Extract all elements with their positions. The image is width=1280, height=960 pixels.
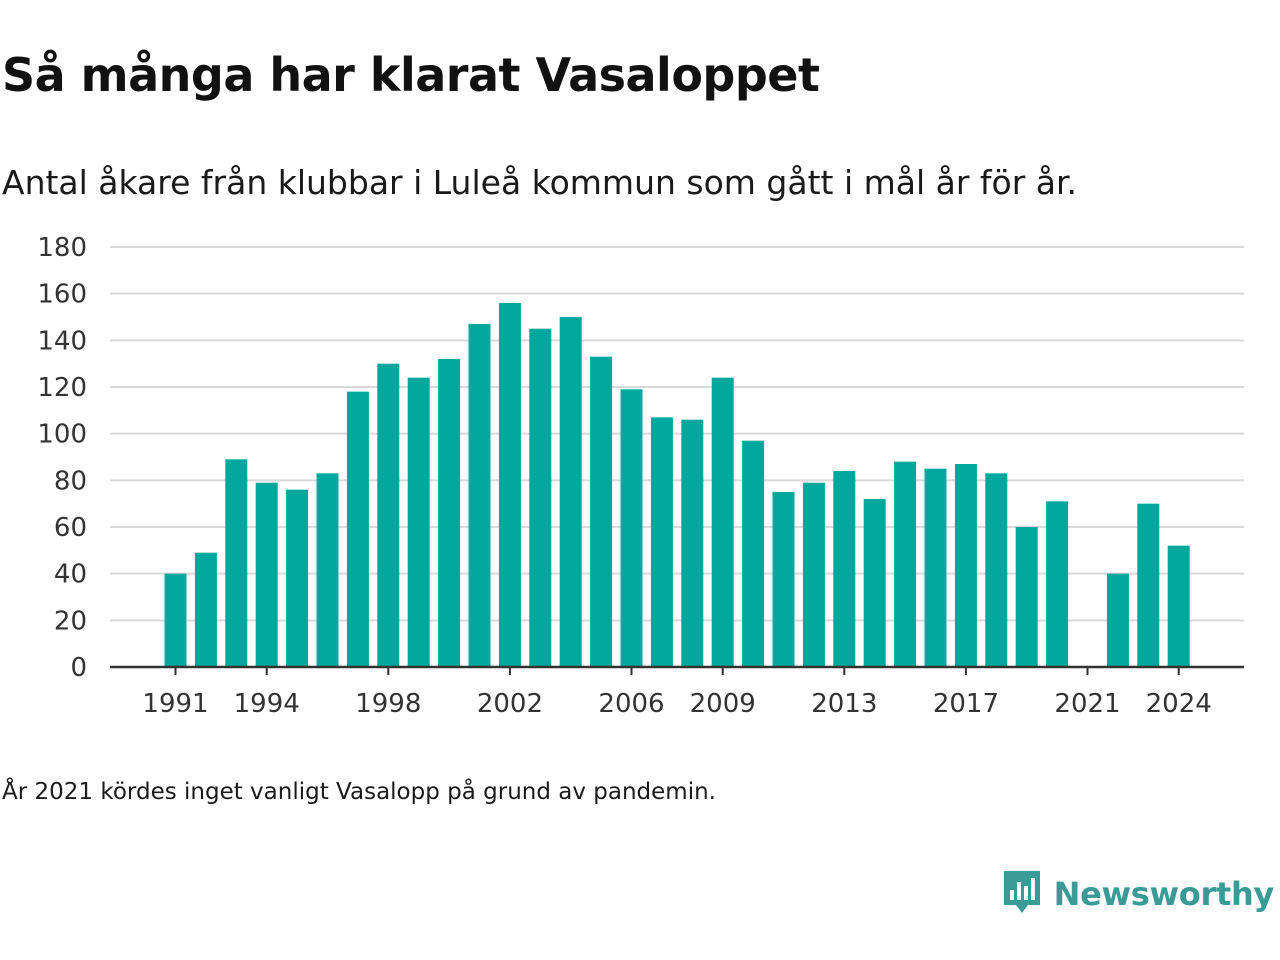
x-tick-label: 1991 [142, 689, 208, 719]
chart-subtitle: Antal åkare från klubbar i Luleå kommun … [2, 163, 1078, 202]
bar [650, 417, 673, 667]
bar [1106, 573, 1129, 667]
bar [1015, 527, 1038, 667]
bar [164, 573, 187, 667]
bar [1167, 545, 1190, 667]
bar [954, 464, 977, 667]
bar [316, 473, 339, 667]
x-tick-label: 2013 [811, 689, 877, 719]
bar [894, 461, 917, 667]
x-tick-label: 2002 [477, 689, 543, 719]
bar [924, 468, 947, 667]
footnote: År 2021 kördes inget vanligt Vasalopp på… [2, 779, 716, 805]
bar [225, 459, 248, 667]
y-tick-label: 80 [54, 466, 87, 496]
bar [407, 377, 430, 667]
newsworthy-logo-icon [1002, 868, 1042, 920]
bar [1046, 501, 1069, 667]
bar [194, 552, 217, 667]
bar [498, 303, 521, 667]
x-tick-label: 2006 [598, 689, 664, 719]
y-tick-label: 100 [37, 420, 87, 450]
bar [255, 482, 278, 667]
y-tick-label: 140 [37, 326, 87, 356]
bar [438, 359, 461, 667]
bar [833, 471, 856, 667]
bar-chart: 0 20 40 60 80 100 120 140 160 180 1991 1994 1998 200… [37, 233, 1244, 719]
bar [559, 317, 582, 667]
brand-logo: Newsworthy [1002, 868, 1274, 920]
y-tick-label: 180 [37, 233, 87, 263]
bar [681, 419, 704, 667]
bars [164, 303, 1190, 667]
x-tick-label: 2017 [933, 689, 999, 719]
x-axis-ticks: 1991 1994 1998 2002 2006 2009 2013 2017 2021 2024 [142, 667, 1212, 719]
chart-title: Så många har klarat Vasaloppet [2, 48, 820, 102]
bar [468, 324, 491, 667]
y-tick-label: 160 [37, 280, 87, 310]
bar [346, 391, 369, 667]
y-tick-label: 20 [54, 606, 87, 636]
y-tick-label: 60 [54, 513, 87, 543]
bar [620, 389, 643, 667]
bar [590, 356, 613, 667]
bar [711, 377, 734, 667]
bar [742, 440, 765, 667]
x-tick-label: 2009 [690, 689, 756, 719]
y-tick-label: 0 [70, 653, 87, 683]
x-tick-label: 2024 [1146, 689, 1212, 719]
y-axis-tick-labels: 0 20 40 60 80 100 120 140 160 180 [37, 233, 87, 683]
x-tick-label: 2021 [1054, 689, 1120, 719]
bar [286, 489, 309, 667]
bar [529, 328, 552, 667]
bar [802, 482, 825, 667]
y-tick-label: 40 [54, 560, 87, 590]
bar [772, 492, 795, 667]
bar [985, 473, 1008, 667]
bar [377, 363, 400, 667]
brand-name: Newsworthy [1053, 875, 1275, 913]
x-tick-label: 1994 [234, 689, 300, 719]
y-tick-label: 120 [37, 373, 87, 403]
grid-lines [110, 246, 1244, 622]
x-tick-label: 1998 [355, 689, 421, 719]
bar [1137, 503, 1160, 667]
bar [863, 499, 886, 667]
